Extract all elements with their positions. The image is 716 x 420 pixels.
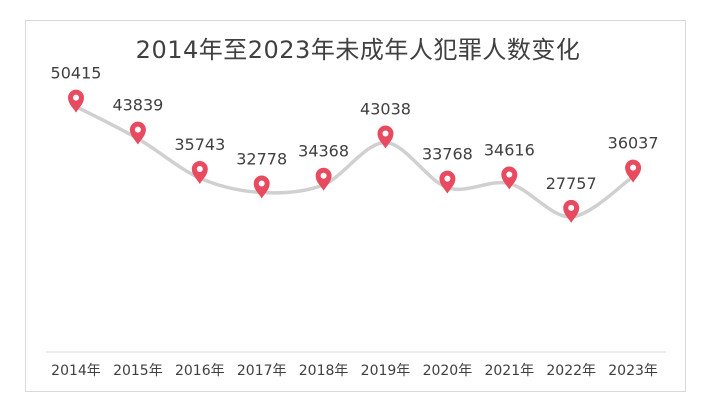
data-point-marker [191,161,208,185]
series-line [74,104,635,219]
data-point-marker [439,170,456,194]
x-tick-label: 2019年 [361,363,411,379]
x-tick-label: 2015年 [113,363,163,379]
x-tick-label: 2016年 [175,363,225,379]
data-point-marker [129,121,146,145]
data-label: 34368 [298,142,349,161]
data-point-marker [377,125,394,149]
data-label: 34616 [484,141,535,160]
data-point-marker [68,89,84,113]
data-label: 32778 [236,149,287,168]
data-label: 27757 [546,174,597,193]
x-tick-label: 2023年 [608,363,658,379]
data-label: 50415 [51,64,102,83]
data-label: 33768 [422,145,473,164]
data-label: 36037 [608,134,659,153]
data-point-marker [563,199,580,223]
data-point-marker [315,167,332,191]
data-point-marker [501,166,518,190]
data-label: 43038 [360,100,411,119]
x-tick-label: 2020年 [423,363,473,379]
x-tick-label: 2018年 [299,363,349,379]
data-label: 43839 [112,96,163,115]
data-point-marker [253,175,270,199]
x-tick-label: 2022年 [546,363,596,379]
data-point-marker [625,159,642,183]
data-label: 35743 [174,135,225,154]
chart-title: 2014年至2023年未成年人犯罪人数变化 [135,36,581,64]
x-tick-label: 2014年 [51,363,101,379]
x-tick-label: 2017年 [237,363,287,379]
x-tick-label: 2021年 [484,363,534,379]
